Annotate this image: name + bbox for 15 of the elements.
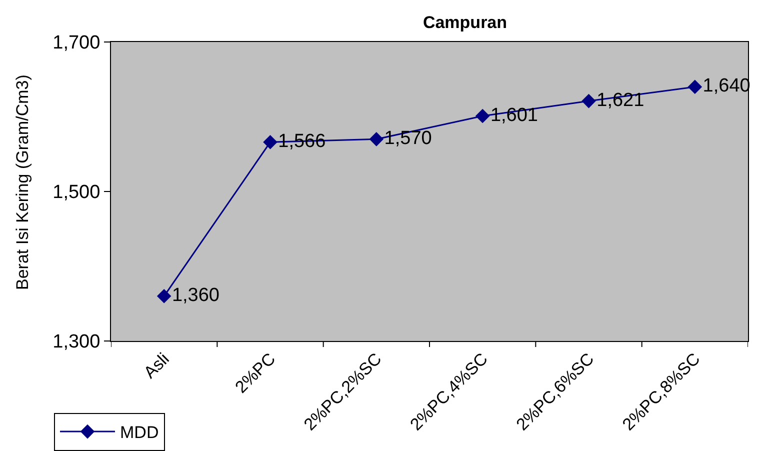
legend-label: MDD [120,423,159,442]
data-label: 1,360 [172,284,220,306]
y-tick-label: 1,300 [52,332,100,353]
point [582,94,596,108]
point [156,289,172,304]
y-tick-label: 1,700 [52,32,100,54]
point [369,132,384,146]
point [475,108,490,124]
data-label: 1,570 [384,128,432,149]
y-tick-label: 1,500 [52,182,100,204]
y-axis-title: Berat Isi Kering (Gram/Cm3) [13,74,32,290]
x-tick-label: Asli [140,349,173,382]
point [263,135,278,150]
point [688,80,702,94]
chart-title: Campuran [422,12,508,32]
